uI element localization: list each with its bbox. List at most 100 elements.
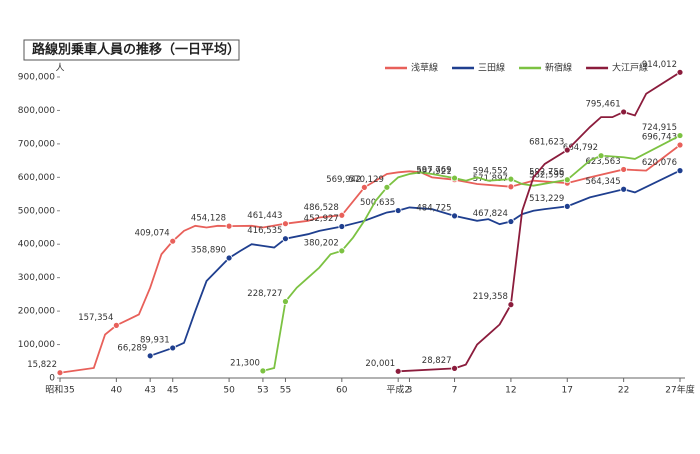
value-label: 795,461 (585, 99, 620, 109)
value-label: 461,443 (247, 211, 282, 221)
value-label: 467,824 (473, 209, 508, 219)
legend-label: 大江戸線 (612, 62, 648, 74)
data-point (676, 68, 684, 76)
value-label: 623,563 (585, 157, 620, 167)
legend-label: 三田線 (478, 62, 505, 74)
y-tick-label: 600,000 (18, 173, 55, 183)
x-tick-label: 50 (223, 386, 235, 396)
y-tick-label: 500,000 (18, 206, 55, 216)
data-point (676, 132, 684, 139)
value-label: 664,792 (563, 143, 598, 153)
value-label: 484,725 (416, 203, 451, 213)
data-point (507, 183, 515, 191)
data-point (338, 211, 346, 219)
data-point (383, 183, 391, 191)
y-tick-label: 100,000 (18, 340, 55, 350)
data-point (676, 141, 684, 149)
value-label: 89,931 (140, 335, 170, 345)
value-label: 571,897 (473, 174, 508, 184)
x-tick-label: 昭和35 (45, 385, 74, 396)
data-point (563, 202, 571, 210)
legend-label: 浅草線 (411, 62, 438, 74)
y-axis-label: 人 (55, 63, 64, 74)
series-line (149, 169, 681, 357)
x-tick-label: 55 (280, 386, 291, 396)
data-point (282, 235, 289, 243)
series-line (398, 71, 681, 373)
data-point (620, 108, 628, 116)
data-point (225, 222, 233, 230)
value-label: 569,942 (326, 175, 361, 185)
data-point (507, 175, 515, 183)
x-tick-label: 12 (505, 386, 516, 396)
value-label: 219,358 (473, 292, 508, 302)
value-label: 358,890 (191, 245, 226, 255)
x-tick-label: 45 (167, 386, 178, 396)
x-tick-label: 22 (618, 386, 629, 396)
value-label: 452,927 (304, 214, 339, 224)
value-label: 409,074 (135, 229, 170, 239)
series-line (262, 134, 681, 372)
value-label: 228,727 (247, 289, 282, 299)
data-point (507, 218, 515, 225)
value-label: 416,535 (247, 226, 282, 236)
value-label: 570,129 (349, 175, 384, 185)
value-label: 21,300 (230, 358, 260, 368)
value-label: 564,345 (585, 177, 620, 187)
value-label: 486,528 (304, 203, 339, 213)
data-point (394, 207, 402, 214)
data-point (169, 344, 177, 352)
value-label: 597,769 (416, 166, 451, 176)
data-point (620, 166, 628, 173)
data-point (112, 321, 120, 329)
data-point (169, 237, 177, 245)
data-point (676, 167, 684, 175)
value-label: 454,128 (191, 214, 226, 224)
value-label: 914,012 (642, 60, 677, 70)
x-tick-label: 平成2 (386, 384, 410, 396)
y-tick-label: 700,000 (18, 139, 55, 149)
value-label: 620,076 (642, 158, 677, 168)
data-point (146, 352, 154, 360)
value-label: 500,635 (360, 198, 395, 208)
data-point (282, 220, 289, 228)
x-tick-label: 27年度 (665, 384, 694, 396)
data-point (56, 369, 64, 377)
x-tick-label: 53 (257, 386, 268, 396)
y-tick-label: 400,000 (18, 240, 55, 250)
value-label: 696,743 (642, 132, 677, 142)
data-point (282, 298, 289, 305)
value-label: 15,822 (27, 360, 57, 370)
x-tick-label: 43 (144, 386, 155, 396)
chart-title: 路線別乗車人員の推移（一日平均） (32, 42, 240, 58)
y-tick-label: 900,000 (18, 73, 55, 83)
data-point (259, 367, 267, 375)
y-tick-label: 300,000 (18, 273, 55, 283)
value-label: 380,202 (304, 238, 339, 248)
data-point (451, 364, 458, 372)
x-tick-label: 7 (452, 386, 458, 396)
x-tick-label: 40 (111, 386, 123, 396)
y-tick-label: 800,000 (18, 106, 55, 116)
data-point (620, 185, 628, 193)
value-label: 20,001 (365, 359, 395, 369)
data-point (338, 247, 346, 255)
value-label: 28,827 (422, 356, 452, 366)
data-point (451, 212, 458, 220)
y-tick-label: 200,000 (18, 307, 55, 317)
data-point (451, 174, 458, 182)
value-label: 592,756 (529, 167, 564, 177)
value-label: 582,599 (529, 171, 564, 181)
y-tick-label: 0 (49, 374, 55, 384)
data-point (597, 152, 605, 160)
value-label: 513,229 (529, 194, 564, 204)
legend-label: 新宿線 (545, 62, 572, 74)
x-tick-label: 17 (562, 386, 573, 396)
data-point (507, 301, 515, 309)
data-point (563, 146, 571, 154)
value-label: 594,552 (473, 167, 508, 177)
value-label: 66,289 (117, 343, 147, 353)
data-point (563, 176, 571, 184)
